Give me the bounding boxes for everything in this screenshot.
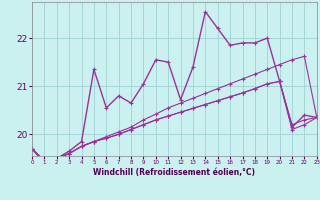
X-axis label: Windchill (Refroidissement éolien,°C): Windchill (Refroidissement éolien,°C) xyxy=(93,168,255,177)
